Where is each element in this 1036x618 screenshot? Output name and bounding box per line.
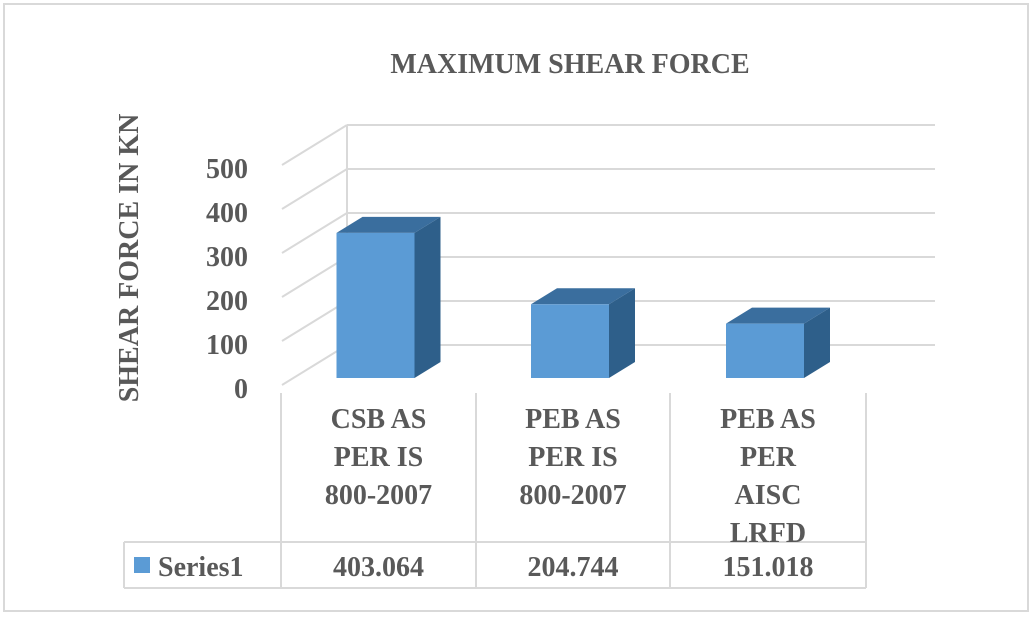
legend-label: Series1 bbox=[158, 552, 244, 583]
y-tick-label: 200 bbox=[206, 286, 248, 317]
bar-top bbox=[531, 288, 635, 305]
bar-side bbox=[609, 288, 635, 378]
y-tick-label: 400 bbox=[206, 198, 248, 229]
x-tick-label: PEB AS PER IS 800-2007 bbox=[519, 404, 626, 511]
bar bbox=[531, 304, 609, 378]
bar-top bbox=[726, 307, 830, 324]
data-label: 151.018 bbox=[723, 552, 814, 583]
gridline-diagonal bbox=[281, 168, 348, 210]
y-axis-label: SHEAR FORCE IN KN bbox=[114, 114, 145, 403]
bar bbox=[336, 232, 415, 378]
y-tick-label: 100 bbox=[206, 330, 248, 361]
gridline-diagonal bbox=[281, 344, 348, 386]
chart-title: MAXIMUM SHEAR FORCE bbox=[390, 49, 749, 80]
data-table: CSB AS PER IS 800-2007 403.064 PEB AS PER IS 8… bbox=[123, 393, 867, 589]
x-tick-label: PEB AS PER AISC LRFD bbox=[720, 404, 816, 549]
bar bbox=[726, 323, 804, 378]
gridlines bbox=[281, 124, 935, 386]
y-tick-label: 0 bbox=[234, 374, 248, 405]
bar-side bbox=[414, 216, 441, 378]
data-label: 403.064 bbox=[333, 552, 424, 583]
bars bbox=[336, 216, 830, 378]
y-tick-label: 500 bbox=[206, 154, 248, 185]
legend-swatch bbox=[134, 557, 150, 573]
y-tick-labels: 0 100 200 300 400 500 bbox=[206, 154, 248, 405]
gridline-diagonal bbox=[281, 300, 348, 342]
y-tick-label: 300 bbox=[206, 242, 248, 273]
bar-side bbox=[804, 307, 830, 378]
gridline-diagonal bbox=[281, 124, 348, 166]
bar-top bbox=[336, 216, 441, 233]
gridline-diagonal bbox=[281, 256, 348, 298]
x-tick-label: CSB AS PER IS 800-2007 bbox=[325, 404, 432, 511]
data-label: 204.744 bbox=[528, 552, 619, 583]
gridline-diagonal bbox=[281, 212, 348, 254]
chart-frame bbox=[3, 3, 1029, 612]
